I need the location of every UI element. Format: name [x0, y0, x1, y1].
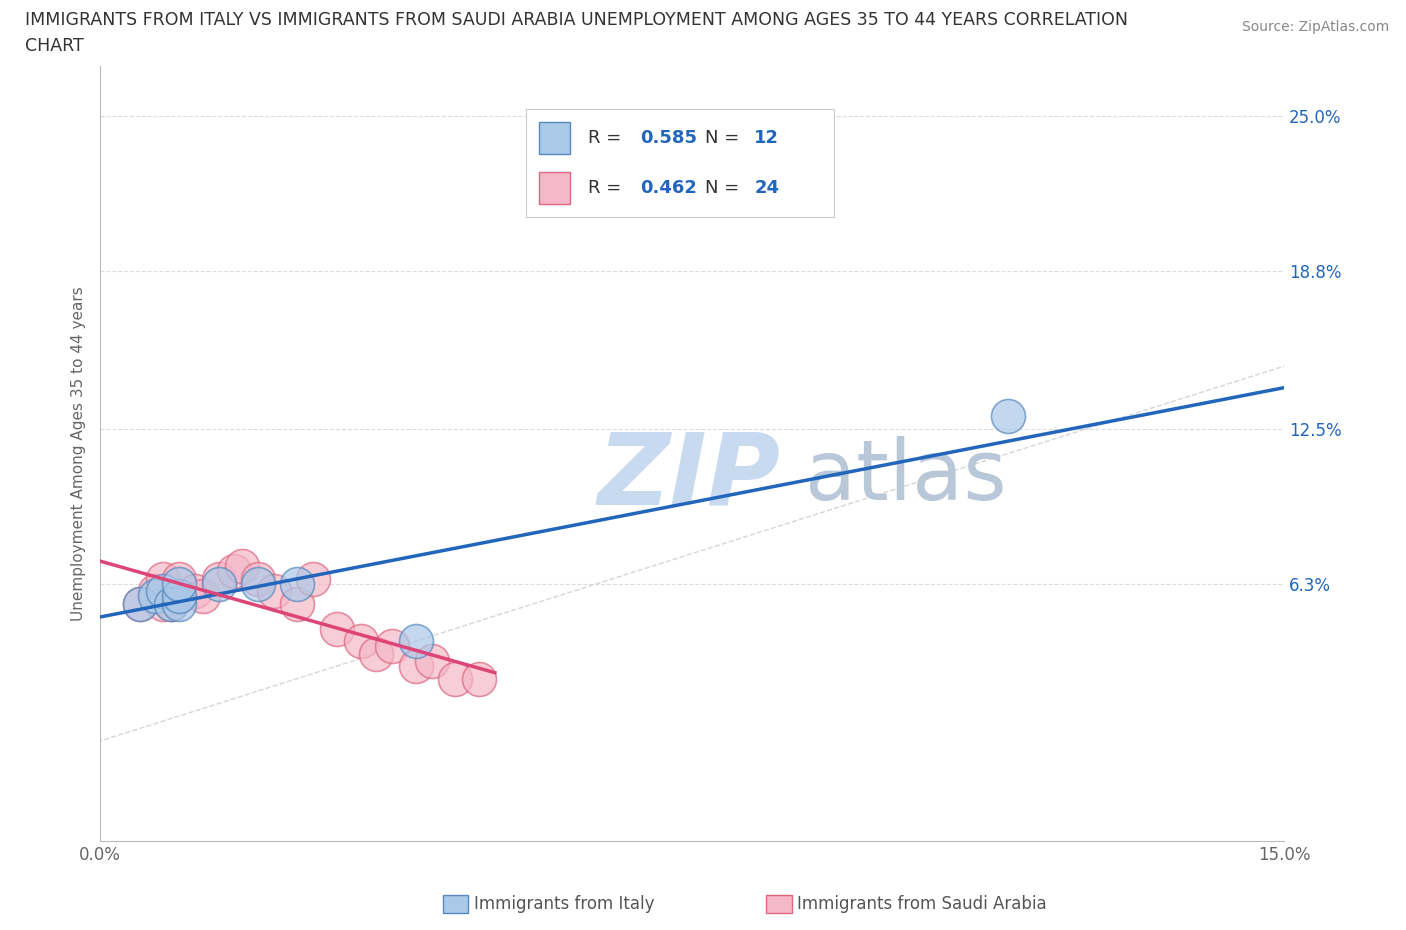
Point: [247, 576, 270, 591]
Point: [231, 559, 253, 574]
Y-axis label: Unemployment Among Ages 35 to 44 years: Unemployment Among Ages 35 to 44 years: [72, 286, 86, 621]
Point: [207, 571, 229, 586]
Point: [128, 596, 150, 611]
Point: [152, 584, 174, 599]
Point: [160, 596, 183, 611]
Point: [350, 633, 373, 648]
Point: [160, 596, 183, 611]
Point: [167, 571, 190, 586]
Point: [444, 671, 467, 686]
Point: [167, 589, 190, 604]
Text: Immigrants from Saudi Arabia: Immigrants from Saudi Arabia: [797, 895, 1047, 913]
Point: [247, 571, 270, 586]
Point: [167, 576, 190, 591]
Point: [420, 654, 443, 669]
Text: Immigrants from Italy: Immigrants from Italy: [474, 895, 654, 913]
Point: [263, 584, 285, 599]
Text: IMMIGRANTS FROM ITALY VS IMMIGRANTS FROM SAUDI ARABIA UNEMPLOYMENT AMONG AGES 35: IMMIGRANTS FROM ITALY VS IMMIGRANTS FROM…: [25, 11, 1128, 29]
Text: ZIP: ZIP: [598, 429, 780, 525]
Point: [191, 589, 214, 604]
Point: [152, 596, 174, 611]
Point: [405, 633, 427, 648]
Point: [405, 658, 427, 673]
Text: Source: ZipAtlas.com: Source: ZipAtlas.com: [1241, 20, 1389, 34]
Point: [326, 621, 349, 636]
Point: [207, 576, 229, 591]
Point: [152, 571, 174, 586]
Point: [997, 408, 1019, 423]
Point: [167, 589, 190, 604]
Point: [128, 596, 150, 611]
Point: [145, 589, 167, 604]
Point: [302, 571, 325, 586]
Point: [366, 646, 388, 661]
Point: [167, 596, 190, 611]
Text: CHART: CHART: [25, 37, 84, 55]
Point: [287, 596, 309, 611]
Text: atlas: atlas: [804, 436, 1007, 517]
Point: [145, 584, 167, 599]
Point: [468, 671, 491, 686]
Point: [287, 576, 309, 591]
Point: [381, 639, 404, 654]
Point: [224, 564, 246, 578]
Point: [184, 584, 207, 599]
